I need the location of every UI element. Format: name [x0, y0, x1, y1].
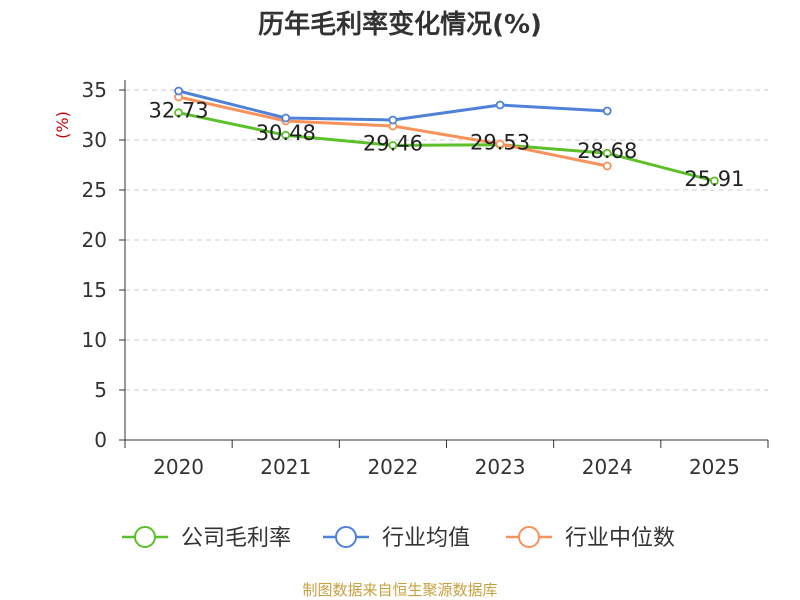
data-label: 29.53 [470, 131, 530, 155]
data-point[interactable] [388, 115, 398, 125]
x-tick-label: 2024 [582, 455, 633, 479]
data-label: 32.73 [149, 99, 209, 123]
legend-marker [335, 526, 357, 548]
data-point[interactable] [281, 130, 291, 140]
x-tick-label: 2023 [475, 455, 526, 479]
x-tick-label: 2020 [153, 455, 204, 479]
legend-item[interactable]: 行业均值 [323, 526, 470, 551]
grid [125, 89, 768, 391]
legend[interactable]: 公司毛利率 行业均值 行业中位数 [122, 526, 675, 551]
data-point[interactable] [602, 161, 612, 171]
legend-marker [518, 526, 540, 548]
x-tick-label: 2025 [689, 455, 740, 479]
y-tick-label: 5 [94, 378, 107, 402]
series [174, 86, 719, 186]
chart-title: 历年毛利率变化情况(%) [258, 9, 542, 40]
series-line-0 [178, 111, 715, 183]
data-label: 28.68 [577, 139, 637, 163]
data-point[interactable] [281, 113, 291, 123]
data-label: 29.46 [363, 131, 423, 155]
y-tick-label: 15 [82, 278, 107, 302]
data-point[interactable] [174, 108, 183, 118]
legend-label: 行业中位数 [565, 526, 675, 551]
data-point[interactable] [710, 176, 719, 186]
legend-item[interactable]: 公司毛利率 [122, 526, 291, 551]
y-tick-label: 0 [94, 428, 107, 452]
x-tick-label: 2022 [367, 455, 418, 479]
y-tick-label: 35 [82, 78, 107, 102]
data-label: 30.48 [256, 121, 316, 145]
data-point[interactable] [602, 106, 612, 116]
data-point[interactable] [388, 140, 398, 150]
y-tick-label: 30 [82, 128, 107, 152]
legend-marker [134, 526, 156, 548]
legend-label: 公司毛利率 [181, 526, 291, 551]
y-tick-label: 10 [82, 328, 107, 352]
data-point[interactable] [174, 86, 183, 96]
y-tick-label: 25 [82, 178, 107, 202]
source-note: 制图数据来自恒生聚源数据库 [302, 581, 497, 599]
x-tick-label: 2021 [260, 455, 311, 479]
legend-label: 行业均值 [382, 526, 470, 551]
data-labels: 32.73 30.48 29.46 29.53 28.68 25.91 [149, 99, 745, 191]
data-point[interactable] [495, 100, 505, 110]
data-point[interactable] [495, 139, 505, 149]
y-axis-label: (%) [53, 111, 72, 139]
data-point[interactable] [602, 148, 612, 158]
legend-item[interactable]: 行业中位数 [506, 526, 675, 551]
data-label: 25.91 [684, 167, 744, 191]
y-tick-label: 20 [82, 228, 107, 252]
